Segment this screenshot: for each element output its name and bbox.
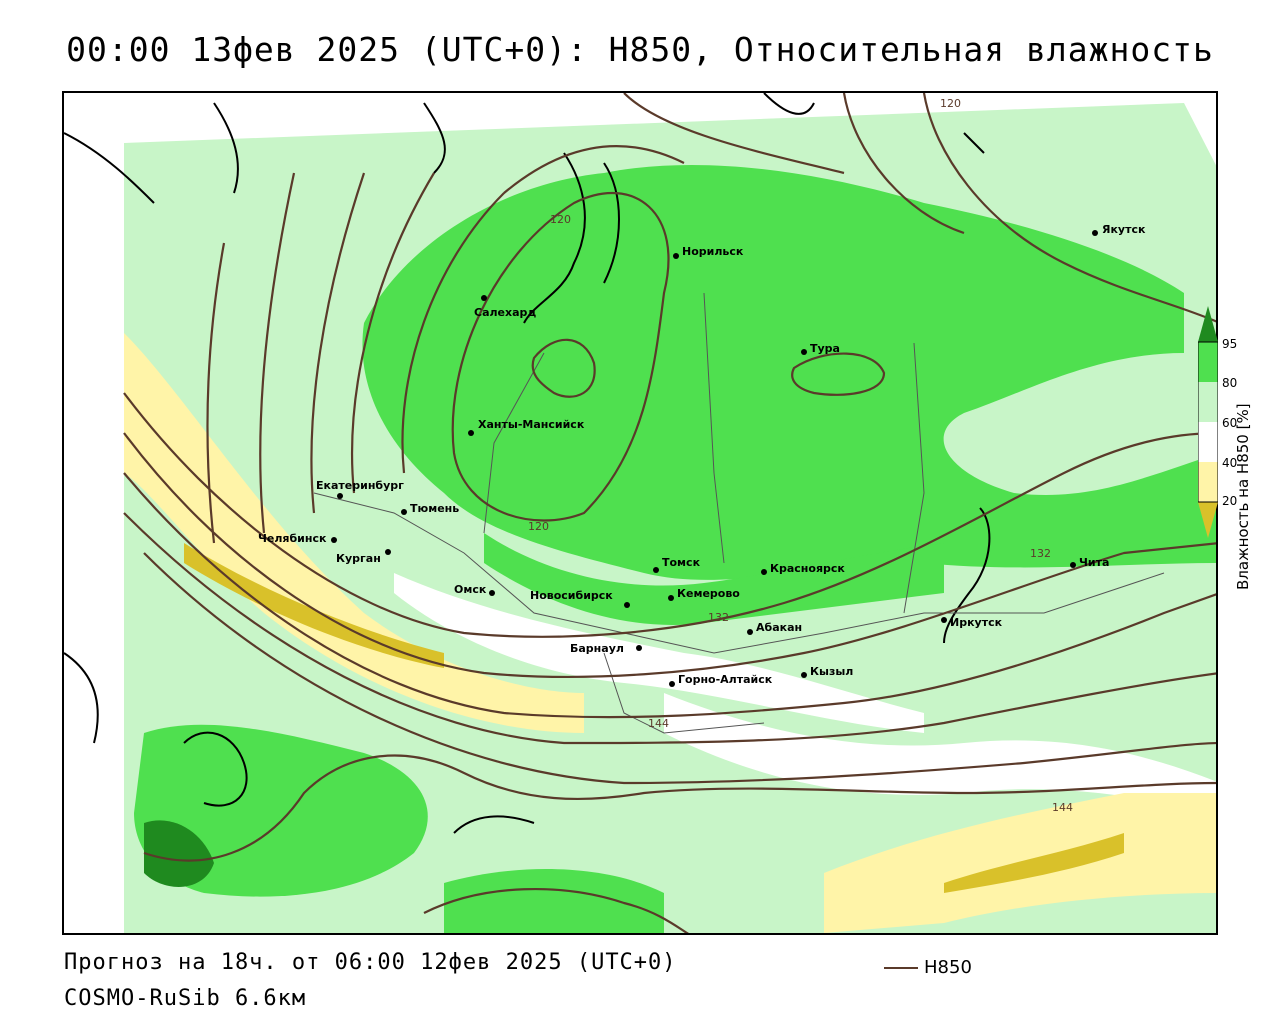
city-dot — [468, 430, 474, 436]
contour-label: 120 — [940, 97, 961, 110]
contour-legend-label: H850 — [924, 957, 972, 978]
colorbar-segment-80 — [1198, 342, 1218, 382]
map-title: 00:00 13фев 2025 (UTC+0): H850, Относите… — [66, 30, 1214, 69]
h850-contours — [123, 93, 1216, 933]
colorbar-tick: 80 — [1222, 376, 1238, 390]
city-label-kemerovo: Кемерово — [677, 587, 740, 600]
city-label-gorno-altaysk: Горно-Алтайск — [678, 673, 773, 686]
colorbar-title: Влажность на H850 [%] — [1234, 403, 1252, 590]
city-label-yakutsk: Якутск — [1102, 223, 1146, 236]
city-dot — [481, 295, 487, 301]
city-label-chelyabinsk: Челябинск — [258, 532, 327, 545]
city-label-irkutsk: Иркутск — [950, 616, 1003, 629]
city-markers: Якутск Норильск Салехард Тура Ханты-Манс… — [258, 223, 1146, 687]
city-dot — [1070, 562, 1076, 568]
humidity-field-moist-2 — [484, 533, 944, 625]
city-dot — [801, 672, 807, 678]
city-dot — [1092, 230, 1098, 236]
city-dot — [673, 253, 679, 259]
city-label-chita: Чита — [1079, 556, 1109, 569]
city-dot — [385, 549, 391, 555]
humidity-colorbar — [1198, 306, 1218, 538]
humidity-field-very-dry — [184, 543, 444, 668]
city-label-khanty-mansiysk: Ханты-Мансийск — [478, 418, 585, 431]
admin-borders — [313, 292, 1165, 734]
humidity-field-dry — [124, 333, 584, 733]
humidity-field-moist — [362, 164, 1216, 580]
city-label-barnaul: Барнаул — [570, 642, 624, 655]
colorbar-segment-0 — [1198, 502, 1218, 538]
humidity-field-white-1 — [394, 573, 924, 733]
city-dot — [747, 629, 753, 635]
colorbar-tick: 60 — [1222, 416, 1238, 430]
humidity-field-very-dry-se — [944, 833, 1124, 893]
colorbar-tick: 40 — [1222, 456, 1238, 470]
contour-label: 132 — [1030, 547, 1051, 560]
city-label-novosibirsk: Новосибирск — [530, 589, 613, 602]
city-dot — [668, 595, 674, 601]
city-label-norilsk: Норильск — [682, 245, 744, 258]
city-dot — [636, 645, 642, 651]
humidity-field-white-2 — [664, 693, 1216, 813]
humidity-field-moist-4 — [444, 869, 664, 933]
city-label-tyumen: Тюмень — [410, 502, 459, 515]
contour-legend: H850 — [884, 957, 972, 978]
coastline — [64, 93, 985, 324]
city-dot — [401, 509, 407, 515]
contour-label: 132 — [708, 611, 729, 624]
city-dot — [941, 617, 947, 623]
map-panel: 120 120 120 132 132 144 144 Якутск Норил… — [62, 91, 1218, 935]
city-dot — [801, 349, 807, 355]
city-label-kyzyl: Кызыл — [810, 665, 853, 678]
colorbar-segment-40 — [1198, 422, 1218, 462]
balkhash — [453, 815, 535, 834]
contour-label: 120 — [550, 213, 571, 226]
colorbar-segment-95 — [1198, 306, 1218, 342]
contour-label: 144 — [1052, 801, 1073, 814]
city-label-tura: Тура — [810, 342, 840, 355]
model-info: COSMO-RuSib 6.6км — [64, 986, 307, 1011]
city-label-ekaterinburg: Екатеринбург — [316, 479, 404, 492]
contour-label: 120 — [528, 520, 549, 533]
city-dot — [331, 537, 337, 543]
contour-label: 144 — [648, 717, 669, 730]
city-label-krasnoyarsk: Красноярск — [770, 562, 845, 575]
city-dot — [337, 493, 343, 499]
caspian-coast — [64, 652, 248, 807]
colorbar-segment-20 — [1198, 462, 1218, 502]
city-dot — [624, 602, 630, 608]
city-dot — [761, 569, 767, 575]
city-label-abakan: Абакан — [756, 621, 802, 634]
city-dot — [669, 681, 675, 687]
lake-baikal — [943, 507, 991, 644]
colorbar-tick: 95 — [1222, 337, 1238, 351]
city-dot — [489, 590, 495, 596]
humidity-map: 120 120 120 132 132 144 144 Якутск Норил… — [64, 93, 1216, 933]
contour-line-swatch — [884, 967, 918, 969]
city-label-kurgan: Курган — [336, 552, 381, 565]
city-label-salekhard: Салехард — [474, 306, 536, 319]
colorbar-tick: 20 — [1222, 494, 1238, 508]
forecast-info: Прогноз на 18ч. от 06:00 12фев 2025 (UTC… — [64, 950, 677, 975]
humidity-field-saturated — [144, 820, 214, 887]
city-label-tomsk: Томск — [662, 556, 701, 569]
colorbar-segment-60 — [1198, 382, 1218, 422]
city-label-omsk: Омск — [454, 583, 487, 596]
city-dot — [653, 567, 659, 573]
